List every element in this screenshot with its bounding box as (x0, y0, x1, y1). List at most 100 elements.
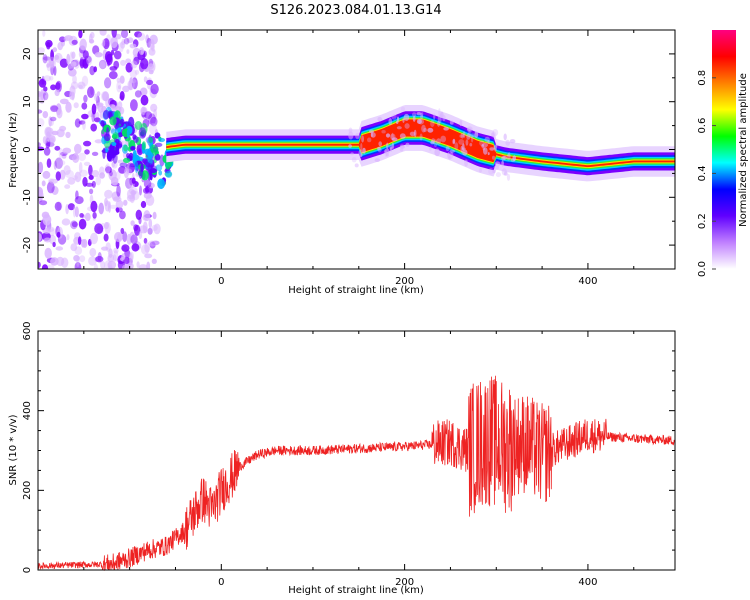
y-tick-label: 400 (22, 401, 33, 420)
spectrogram-scatter-blob (489, 147, 495, 151)
spectrogram-noise-blob (38, 118, 45, 128)
spectrogram-noise-blob (116, 77, 121, 83)
spectrogram-noise-blob (122, 85, 130, 93)
spectrogram-noise-blob (59, 98, 69, 105)
spectrogram-scatter-blob (454, 142, 459, 150)
spectrogram-scatter-blob (491, 131, 497, 139)
spectrogram-noise-blob (53, 160, 57, 170)
spectrogram-noise-blob (90, 200, 98, 213)
spectrogram-noise-blob (105, 166, 112, 174)
spectrogram-scatter-blob (354, 163, 359, 168)
spectrogram-noise-blob (45, 226, 55, 233)
colorbar-label: Normalized spectral amplitude (738, 73, 749, 227)
spectrogram-cluster-blob (155, 164, 163, 171)
spectrogram-scatter-blob (459, 134, 464, 138)
spectrogram-scatter-blob (420, 111, 424, 118)
spectrogram-noise-blob (104, 200, 111, 212)
spectrogram-noise-blob (89, 188, 94, 195)
spectrogram-noise-blob (55, 82, 61, 90)
spectrogram-noise-blob (121, 253, 126, 261)
spectrogram-noise-blob (139, 87, 148, 96)
spectrogram-noise-blob (58, 147, 63, 159)
spectrogram-noise-blob (111, 30, 117, 38)
spectrogram-cluster-blob (150, 148, 159, 153)
spectrogram-noise-blob (79, 38, 87, 51)
spectrogram-cluster-blob (123, 157, 131, 164)
spectrogram-noise-blob (79, 213, 84, 218)
spectrogram-noise-blob (74, 262, 82, 269)
spectrogram-noise-blob (82, 119, 86, 131)
spectrogram-noise-blob (42, 214, 52, 226)
spectrogram-noise-blob (54, 54, 60, 60)
spectrogram-cluster-blob (126, 128, 130, 139)
spectrogram-noise-blob (56, 108, 63, 119)
spectrogram-noise-blob (91, 170, 100, 178)
spectrogram-cluster-blob (140, 163, 144, 173)
spectrogram-scatter-blob (478, 168, 482, 173)
spectrogram-scatter-blob (492, 155, 495, 160)
spectrogram-scatter-blob (469, 133, 475, 138)
spectrogram-noise-blob (67, 203, 75, 211)
spectrogram-noise-blob (46, 63, 50, 68)
spectrogram-scatter-blob (420, 113, 423, 120)
spectrogram-scatter-blob (405, 142, 410, 147)
spectrogram-cluster-blob (154, 142, 163, 147)
spectrogram-noise-blob (93, 117, 101, 123)
spectrogram-noise-blob (73, 255, 80, 262)
spectrogram-noise-blob (101, 91, 108, 101)
spectrogram-cluster-blob (130, 146, 136, 151)
spectrogram-noise-blob (130, 234, 138, 245)
spectrogram-noise-blob (48, 116, 52, 127)
spectrogram-noise-blob (115, 200, 124, 209)
spectrogram-scatter-blob (449, 151, 454, 159)
spectrogram-noise-blob (78, 120, 86, 125)
spectrogram-scatter-blob (501, 160, 504, 167)
spectrogram-noise-blob (115, 206, 120, 213)
spectrogram-noise-blob (112, 254, 117, 262)
spectrogram-noise-blob (88, 175, 94, 180)
spectrogram-noise-blob (65, 131, 71, 139)
spectrogram-noise-blob (111, 104, 116, 110)
spectrogram-scatter-blob (419, 133, 423, 141)
spectrogram-scatter-blob (493, 144, 497, 152)
spectrogram-noise-blob (142, 221, 148, 234)
spectrogram-noise-blob (78, 152, 86, 161)
spectrogram-noise-blob (71, 39, 78, 45)
spectrogram-scatter-blob (505, 139, 511, 146)
spectrogram-noise-blob (140, 94, 149, 106)
spectrogram-scatter-blob (367, 137, 372, 143)
spectrogram-noise-blob (59, 125, 67, 132)
spectrogram-noise-blob (93, 263, 99, 269)
spectrogram-cluster-blob (111, 142, 117, 146)
spectrogram-noise-blob (98, 202, 104, 215)
spectrogram-noise-blob (101, 246, 109, 251)
spectrogram-noise-blob (74, 206, 79, 218)
spectrogram-noise-blob (77, 81, 86, 90)
spectrogram-noise-blob (41, 75, 45, 85)
spectrogram-noise-blob (104, 222, 111, 234)
spectrogram-scatter-blob (400, 106, 406, 112)
x-tick-label: 400 (578, 577, 597, 588)
spectrogram-noise-blob (52, 241, 56, 248)
spectrogram-noise-blob (130, 99, 138, 112)
snr-x-label: Height of straight line (km) (288, 585, 424, 596)
spectrogram-noise-blob (50, 104, 59, 111)
spectrogram-noise-blob (82, 176, 88, 187)
snr-y-ticks: 0 200 400 600 (22, 321, 675, 573)
spectrogram-noise-blob (108, 265, 113, 269)
spectrogram-noise-blob (137, 32, 146, 41)
spectrogram-noise-blob (87, 86, 95, 98)
spectrogram-noise-blob (55, 246, 64, 251)
spectrogram-scatter-blob (443, 127, 449, 131)
spectrogram-scatter-blob (439, 113, 443, 119)
spectrogram-cluster-blob (100, 120, 105, 127)
y-tick-label: 0 (22, 567, 33, 573)
spectrogram-noise-blob (134, 224, 141, 236)
spectrogram-scatter-blob (421, 124, 426, 133)
spectrogram-noise-blob (126, 49, 130, 54)
spectrogram-noise-blob (81, 239, 86, 248)
spectrogram-noise-blob (38, 146, 45, 152)
spectrogram-cluster-blob (144, 148, 151, 156)
spectrogram-scatter-blob (464, 159, 468, 167)
spectrogram-noise-blob (43, 86, 48, 92)
